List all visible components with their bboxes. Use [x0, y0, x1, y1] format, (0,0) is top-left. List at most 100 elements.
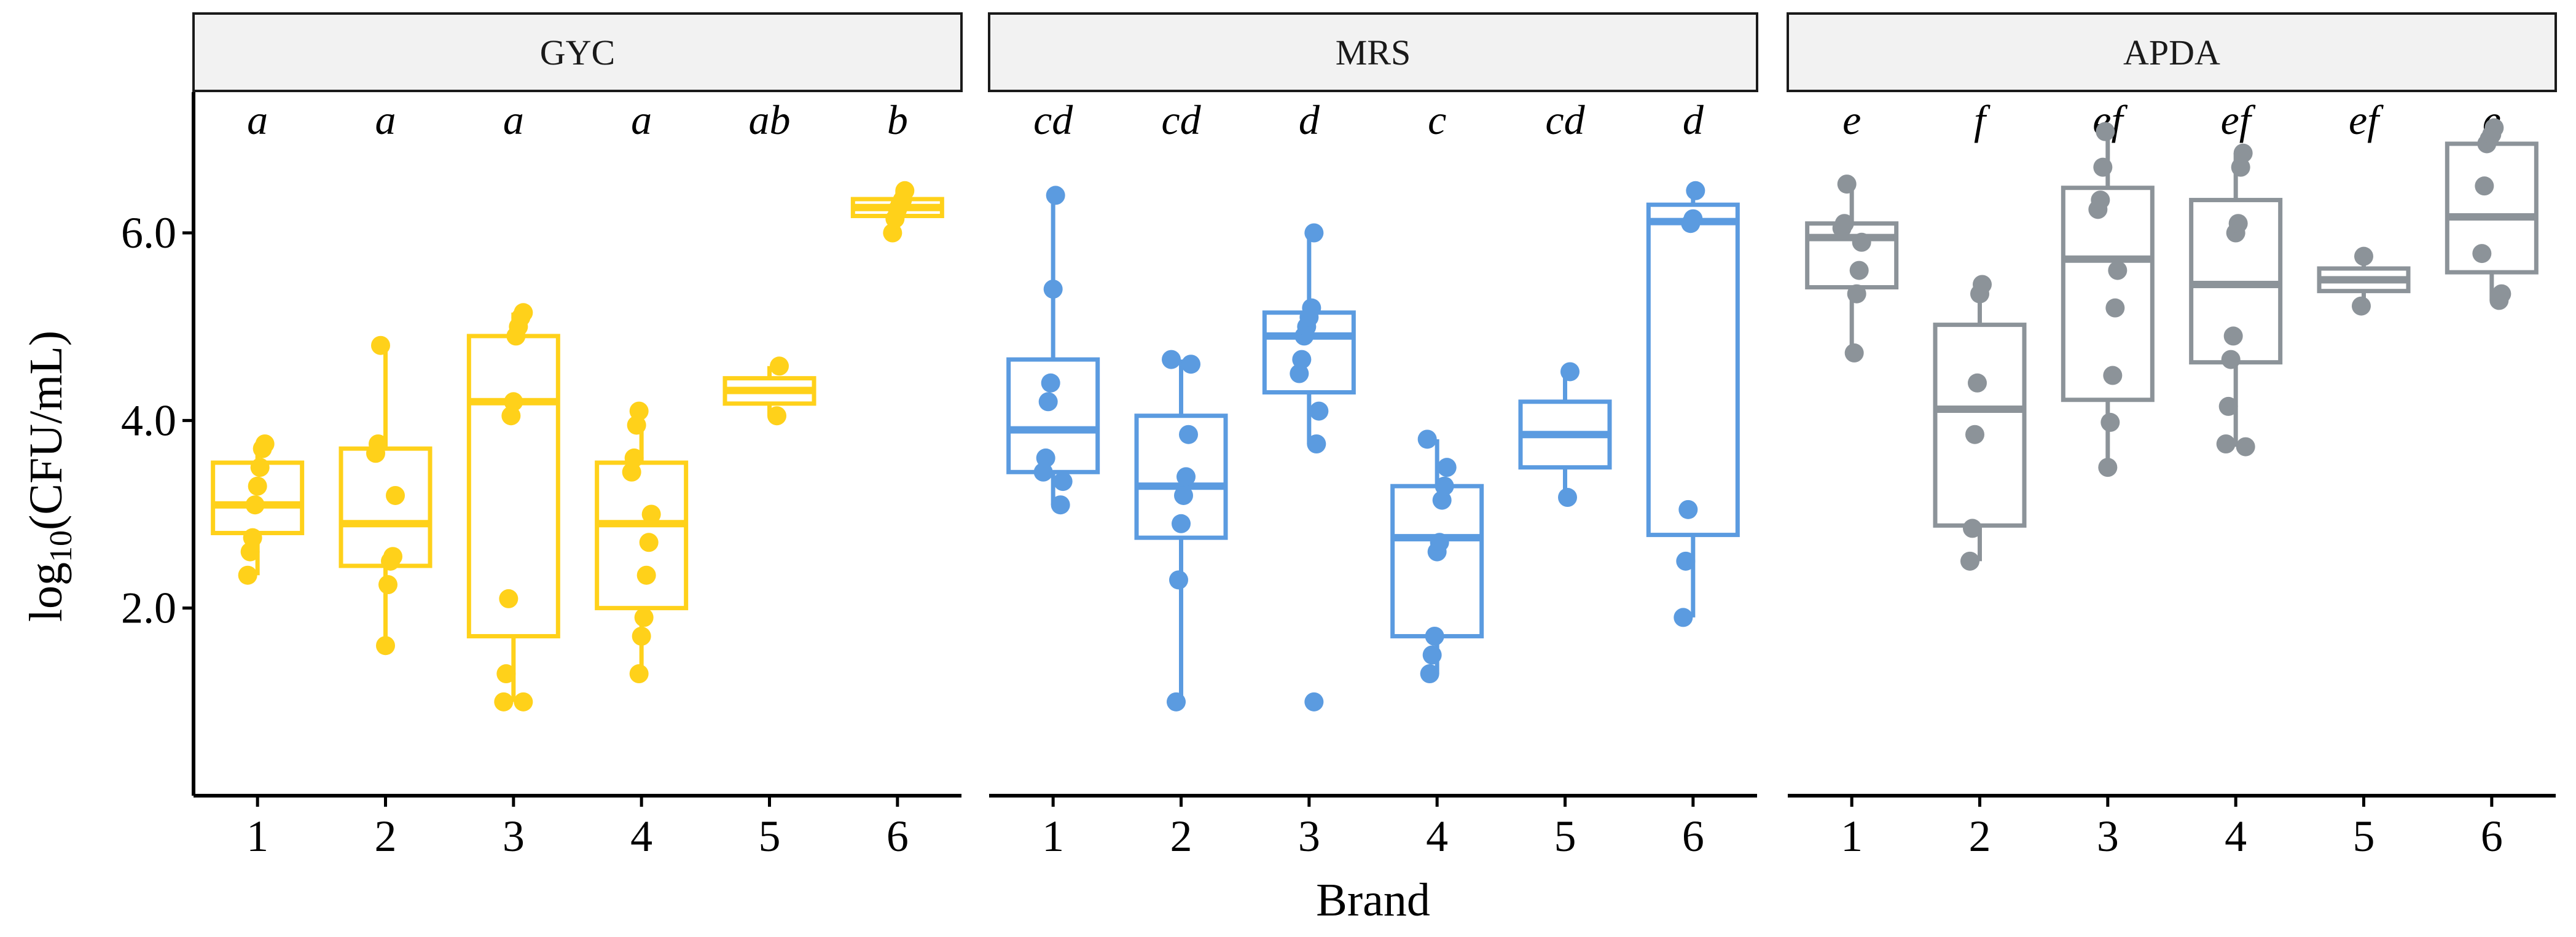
data-point	[1046, 186, 1065, 205]
data-point	[255, 434, 275, 453]
x-tick-label: 1	[1042, 812, 1064, 861]
box	[2445, 141, 2539, 275]
data-point	[1051, 495, 1070, 515]
data-point	[245, 495, 265, 515]
significance-letter: cd	[1161, 96, 1201, 143]
data-point	[1430, 533, 1449, 552]
data-point	[1172, 514, 1191, 533]
data-point	[1965, 425, 1984, 444]
box-group-3: a3	[466, 96, 560, 861]
data-point	[1179, 425, 1198, 444]
data-point	[496, 664, 516, 684]
data-point	[2492, 284, 2511, 304]
data-point	[2223, 326, 2243, 346]
significance-letter: f	[1974, 96, 1991, 143]
box-group-1: cd 1	[1006, 96, 1100, 861]
box	[1006, 357, 1100, 474]
x-tick-label: 6	[2481, 812, 2503, 861]
data-point	[386, 485, 405, 505]
data-point	[238, 565, 257, 585]
y-axis-title-subscript: 10	[44, 530, 79, 562]
data-point	[1307, 434, 1326, 453]
strip-header	[1787, 12, 2557, 92]
data-point	[369, 434, 388, 453]
box-group-2: a2	[339, 96, 433, 861]
data-point	[1304, 223, 1324, 243]
significance-letter: a	[503, 96, 524, 143]
strip-header	[192, 12, 963, 92]
x-tick-label: 5	[1554, 812, 1576, 861]
data-point	[1309, 401, 1329, 421]
data-point	[1960, 551, 1979, 571]
box-group-4: a4	[595, 96, 689, 861]
y-tick-label: 2.0	[121, 584, 176, 633]
y-axis-title-suffix: (CFU/mL)	[20, 331, 72, 530]
data-point	[1437, 458, 1457, 477]
significance-letter: d	[1299, 96, 1320, 143]
data-point	[1676, 551, 1696, 571]
data-point	[2233, 143, 2253, 163]
data-point	[770, 356, 789, 376]
data-point	[1963, 519, 1982, 538]
data-point	[2098, 458, 2118, 477]
data-point	[1302, 298, 1321, 318]
data-point	[634, 608, 654, 627]
data-point	[494, 692, 514, 712]
data-point	[2484, 118, 2504, 138]
data-point	[2236, 437, 2255, 457]
data-point	[240, 542, 260, 562]
data-point	[1560, 362, 1580, 382]
significance-letter: ef	[2221, 96, 2256, 143]
data-point	[2352, 296, 2371, 316]
data-point	[514, 303, 533, 323]
data-point	[1169, 570, 1188, 590]
box-group-5: cd 5	[1518, 96, 1612, 861]
data-point	[1847, 284, 1866, 304]
x-tick-label: 3	[503, 812, 525, 861]
data-point	[1176, 467, 1196, 487]
data-point	[2221, 350, 2241, 369]
data-point	[1834, 214, 1854, 233]
data-point	[2096, 122, 2115, 141]
x-tick-label: 1	[246, 812, 268, 861]
significance-letter: a	[375, 96, 396, 143]
data-point	[1162, 350, 1181, 369]
significance-letter: b	[887, 96, 908, 143]
box	[1805, 221, 1899, 290]
data-point	[2108, 261, 2128, 280]
data-point	[632, 626, 651, 646]
data-point	[1425, 626, 1444, 646]
data-point	[1674, 608, 1693, 627]
data-point	[1304, 692, 1324, 712]
panels: GYCa1a2a3a4ab5b6MRScd1cd2d3c4cd5d6APDAe1…	[192, 12, 2557, 861]
box-group-3: ef3	[2061, 96, 2155, 861]
significance-letter: d	[1683, 96, 1704, 143]
data-point	[1420, 664, 1439, 684]
box-group-5: ef 5	[2317, 96, 2411, 861]
x-tick-label: 5	[759, 812, 781, 861]
data-point	[378, 575, 397, 594]
x-tick-label: 6	[1682, 812, 1704, 861]
data-point	[636, 565, 656, 585]
data-point	[1837, 174, 1857, 194]
strip-header	[988, 12, 1758, 92]
data-point	[641, 504, 661, 524]
data-point	[1683, 209, 1703, 229]
data-point	[2091, 190, 2110, 210]
significance-letter: c	[1428, 96, 1446, 143]
data-point	[371, 335, 390, 355]
x-tick-label: 3	[1298, 812, 1320, 861]
data-point	[1558, 488, 1577, 508]
x-tick-label: 3	[2097, 812, 2119, 861]
x-tick-label: 6	[887, 812, 909, 861]
x-tick-label: 2	[1170, 812, 1192, 861]
data-point	[1053, 472, 1073, 492]
box-group-5: ab 5	[722, 96, 816, 861]
data-point	[499, 589, 519, 608]
x-tick-label: 4	[1426, 812, 1448, 861]
data-point	[383, 547, 402, 567]
data-point	[1036, 448, 1055, 468]
y-axis-title-prefix: log	[20, 562, 72, 622]
